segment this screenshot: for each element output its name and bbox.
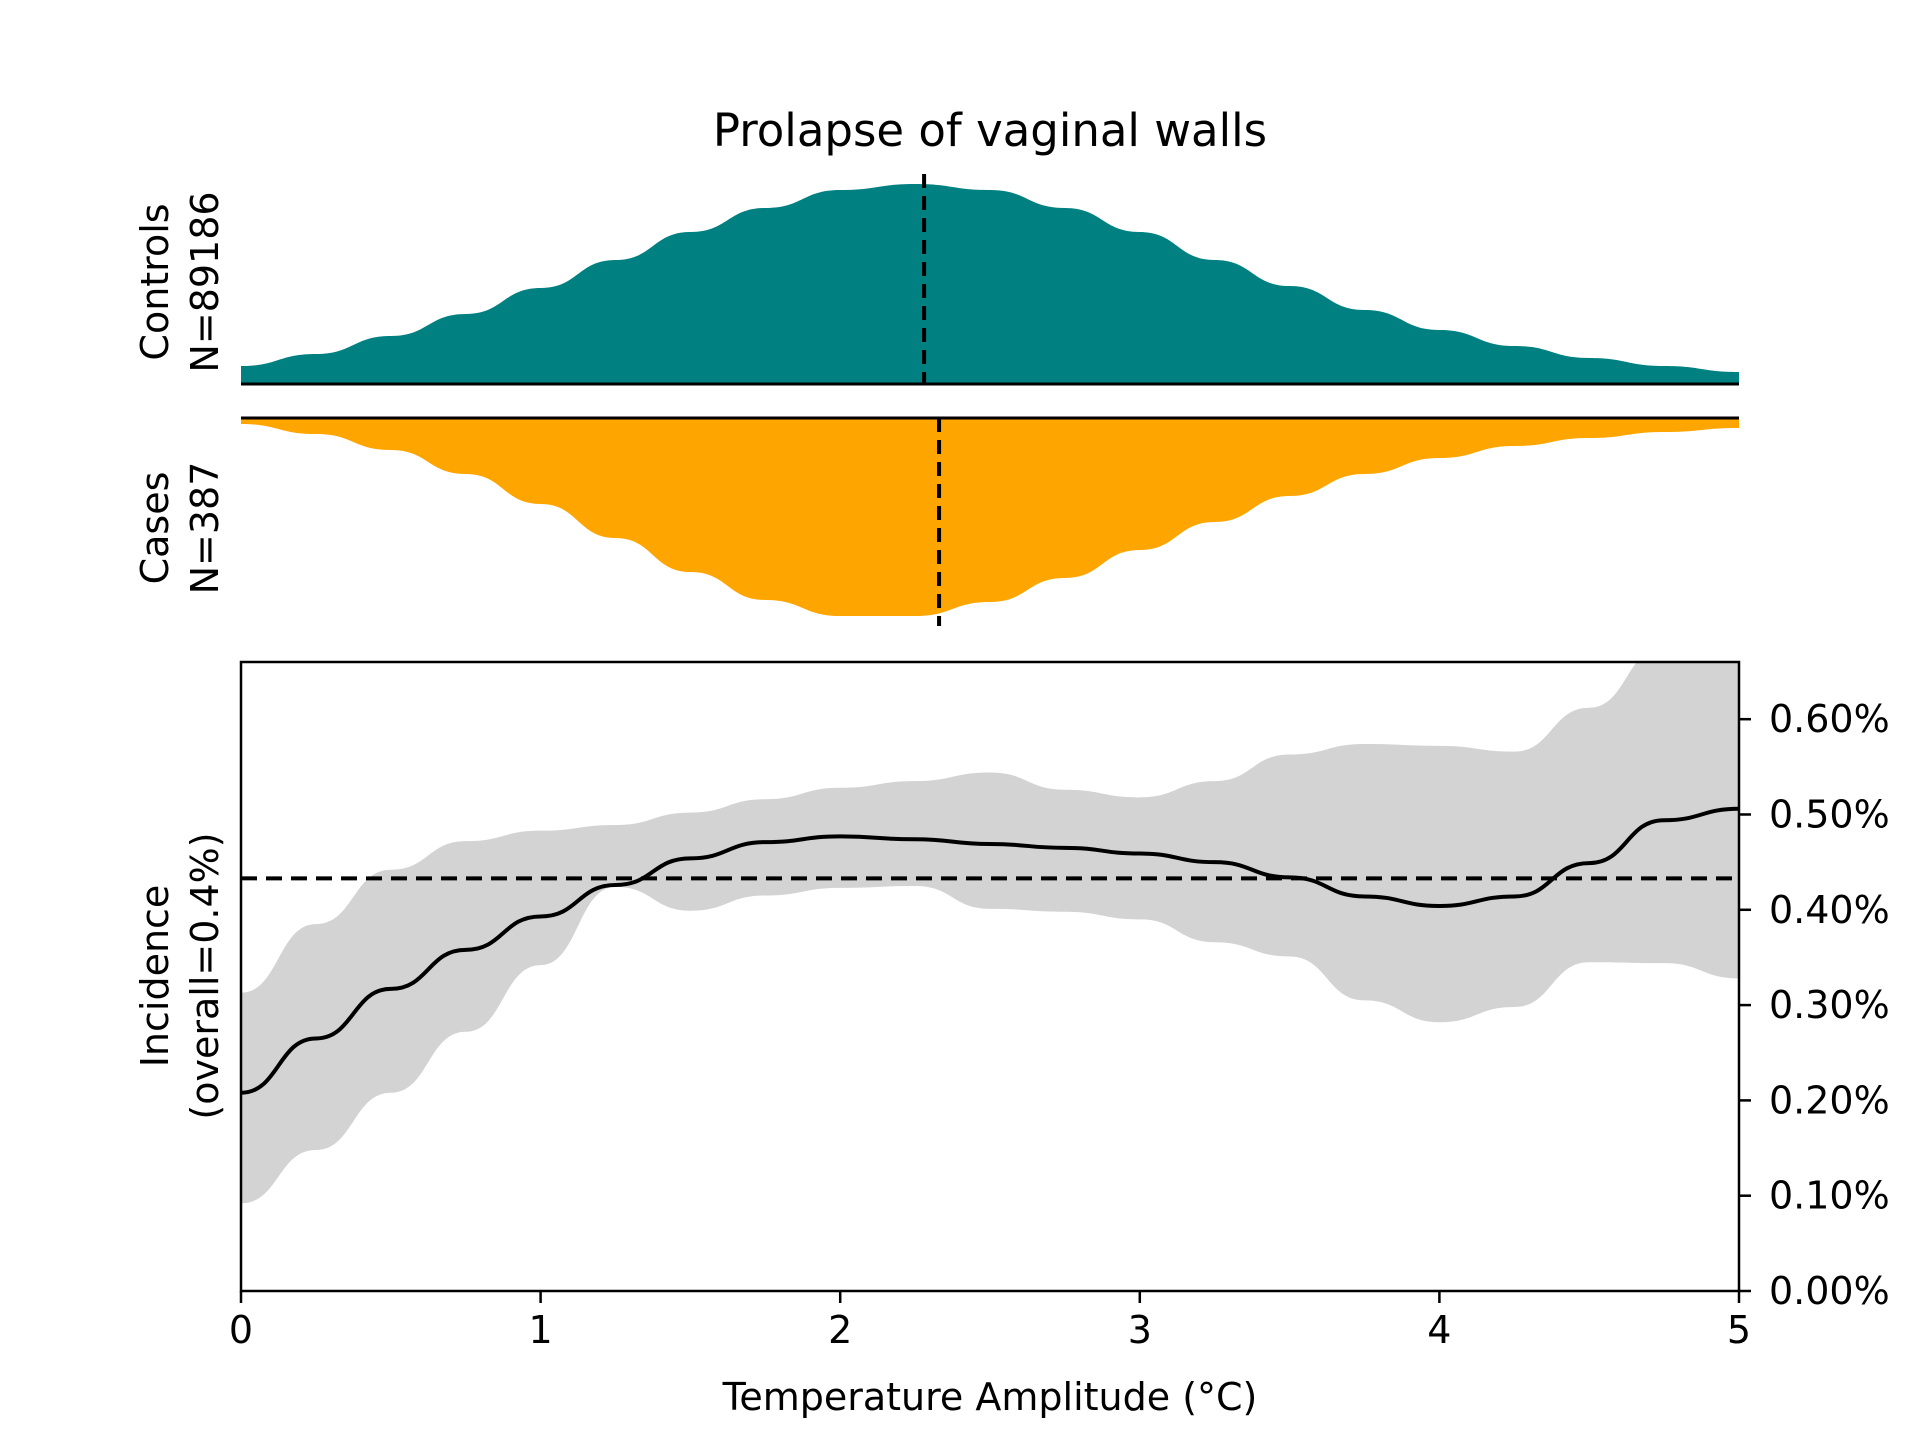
x-tick-label: 5 — [1727, 1308, 1751, 1352]
controls-panel: Controls N=89186 — [133, 174, 1739, 386]
y-tick-label: 0.10% — [1769, 1174, 1890, 1218]
x-tick-label: 2 — [828, 1308, 852, 1352]
confidence-band — [241, 662, 1739, 1204]
y-axis-label-overall: (overall=0.4%) — [183, 832, 227, 1119]
plot-frame — [239, 660, 1741, 1293]
controls-density-area — [241, 184, 1739, 384]
incidence-line — [241, 806, 1739, 1095]
y-axis-label: Incidence — [133, 885, 177, 1068]
y-tick-label: 0.60% — [1769, 697, 1890, 741]
x-axis-label: Temperature Amplitude (°C) — [722, 1375, 1258, 1419]
x-axis: 0 1 2 3 4 5 — [229, 1291, 1751, 1352]
incidence-plot-area — [241, 662, 1739, 1204]
cases-density-area — [241, 418, 1739, 616]
x-tick-label: 1 — [529, 1308, 553, 1352]
y-tick-label: 0.20% — [1769, 1078, 1890, 1122]
cases-panel: Cases N=387 — [133, 416, 1739, 626]
controls-label: Controls — [133, 203, 177, 360]
x-tick-label: 3 — [1128, 1308, 1152, 1352]
y-tick-label: 0.50% — [1769, 792, 1890, 836]
cases-label: Cases — [133, 472, 177, 585]
controls-count-label: N=89186 — [183, 191, 227, 372]
incidence-panel: 0 1 2 3 4 5 0.00% 0.10% 0.20% 0.30% 0.40% 0.50% 0.6… — [133, 660, 1890, 1419]
y-tick-label: 0.40% — [1769, 888, 1890, 932]
x-tick-label: 4 — [1427, 1308, 1451, 1352]
chart-title: Prolapse of vaginal walls — [713, 104, 1267, 157]
y-tick-label: 0.00% — [1769, 1269, 1890, 1313]
cases-count-label: N=387 — [183, 462, 227, 595]
x-tick-label: 0 — [229, 1308, 253, 1352]
y-axis: 0.00% 0.10% 0.20% 0.30% 0.40% 0.50% 0.60% — [1739, 697, 1890, 1313]
y-tick-label: 0.30% — [1769, 983, 1890, 1027]
